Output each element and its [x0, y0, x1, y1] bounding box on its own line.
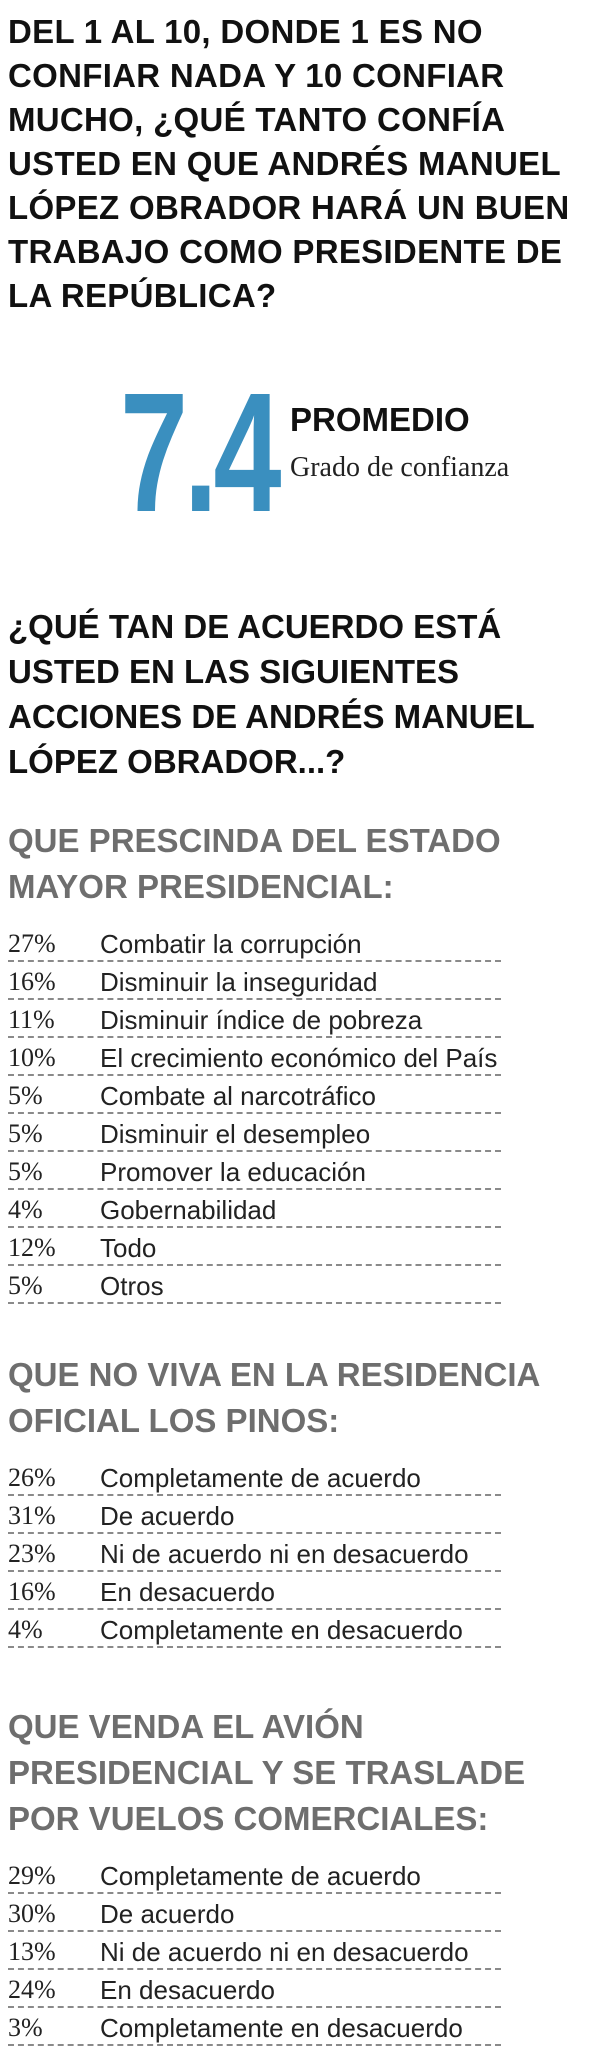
result-percent: 24%: [8, 1975, 56, 2004]
result-row: 5% Promover la educación: [8, 1152, 501, 1190]
result-label: Completamente de acuerdo: [100, 1463, 421, 1493]
result-percent: 5%: [8, 1271, 43, 1300]
results-list: 26% Completamente de acuerdo 31% De acuerd…: [0, 1458, 600, 1648]
result-label: Ni de acuerdo ni en desacuerdo: [100, 1937, 469, 1967]
result-row: 12% Todo: [8, 1228, 501, 1266]
result-row: 4% Completamente en desacuerdo: [8, 1610, 501, 1648]
result-label: Disminuir la inseguridad: [100, 967, 378, 997]
result-row: 23% Ni de acuerdo ni en desacuerdo: [8, 1534, 501, 1572]
result-row: 30% De acuerdo: [8, 1894, 501, 1932]
result-label: Todo: [100, 1233, 157, 1263]
section-title: QUE VENDA EL AVIÓN PRESIDENCIAL Y SE TRA…: [8, 1708, 526, 1837]
result-label: Promover la educación: [100, 1157, 366, 1187]
result-row: 16% En desacuerdo: [8, 1572, 501, 1610]
result-percent: 5%: [8, 1081, 43, 1110]
result-label: Combate al narcotráfico: [100, 1081, 377, 1111]
result-label: Combatir la corrupción: [100, 929, 362, 959]
average-label: PROMEDIO: [290, 401, 470, 438]
result-percent: 30%: [8, 1899, 56, 1928]
result-percent: 4%: [8, 1615, 43, 1644]
result-row: 5% Otros: [8, 1266, 501, 1304]
main-question: DEL 1 AL 10, DONDE 1 ES NO CONFIAR NADA …: [8, 13, 570, 314]
section-los-pinos: QUE NO VIVA EN LA RESIDENCIA OFICIAL LOS…: [0, 1352, 600, 1648]
section-title: QUE PRESCINDA DEL ESTADO MAYOR PRESIDENC…: [8, 822, 501, 905]
result-percent: 27%: [8, 929, 56, 958]
result-percent: 16%: [8, 1577, 56, 1606]
result-row: 16% Disminuir la inseguridad: [8, 962, 501, 1000]
result-row: 10% El crecimiento económico del País: [8, 1038, 501, 1076]
result-row: 26% Completamente de acuerdo: [8, 1458, 501, 1496]
result-label: De acuerdo: [100, 1501, 235, 1531]
result-row: 5% Combate al narcotráfico: [8, 1076, 501, 1114]
result-row: 3% Completamente en desacuerdo: [8, 2008, 501, 2046]
average-stat: 7.4 PROMEDIO Grado de confianza: [120, 368, 540, 538]
result-percent: 16%: [8, 967, 56, 996]
result-label: Completamente en desacuerdo: [100, 1615, 463, 1645]
result-percent: 12%: [8, 1233, 56, 1262]
result-row: 27% Combatir la corrupción: [8, 924, 501, 962]
section-title: QUE NO VIVA EN LA RESIDENCIA OFICIAL LOS…: [8, 1356, 540, 1439]
result-percent: 4%: [8, 1195, 43, 1224]
result-label: Disminuir el desempleo: [100, 1119, 371, 1149]
result-percent: 10%: [8, 1043, 56, 1072]
result-row: 24% En desacuerdo: [8, 1970, 501, 2008]
results-list: 27% Combatir la corrupción 16% Disminuir l…: [0, 924, 600, 1304]
result-percent: 23%: [8, 1539, 56, 1568]
result-percent: 13%: [8, 1937, 56, 1966]
result-label: Completamente de acuerdo: [100, 1861, 421, 1891]
result-percent: 11%: [8, 1005, 55, 1034]
result-label: En desacuerdo: [100, 1577, 275, 1607]
result-row: 29% Completamente de acuerdo: [8, 1856, 501, 1894]
result-percent: 3%: [8, 2013, 43, 2042]
result-label: En desacuerdo: [100, 1975, 275, 2005]
result-label: Ni de acuerdo ni en desacuerdo: [100, 1539, 469, 1569]
second-question: ¿QUÉ TAN DE ACUERDO ESTÁ USTED EN LAS SI…: [8, 608, 535, 780]
result-percent: 5%: [8, 1157, 43, 1186]
result-label: Otros: [100, 1271, 164, 1301]
result-row: 5% Disminuir el desempleo: [8, 1114, 501, 1152]
result-percent: 31%: [8, 1501, 56, 1530]
result-row: 31% De acuerdo: [8, 1496, 501, 1534]
result-label: Gobernabilidad: [100, 1195, 277, 1225]
result-row: 13% Ni de acuerdo ni en desacuerdo: [8, 1932, 501, 1970]
result-label: Disminuir índice de pobreza: [100, 1005, 423, 1035]
result-percent: 26%: [8, 1463, 56, 1492]
average-value: 7.4: [120, 358, 282, 548]
result-percent: 5%: [8, 1119, 43, 1148]
average-description: Grado de confianza: [290, 452, 510, 483]
result-label: El crecimiento económico del País: [100, 1043, 498, 1073]
result-percent: 29%: [8, 1861, 56, 1890]
results-list: 29% Completamente de acuerdo 30% De acuerd…: [0, 1856, 600, 2046]
section-estado-mayor: QUE PRESCINDA DEL ESTADO MAYOR PRESIDENC…: [0, 818, 600, 1304]
section-avion-presidencial: QUE VENDA EL AVIÓN PRESIDENCIAL Y SE TRA…: [0, 1704, 600, 2046]
result-row: 11% Disminuir índice de pobreza: [8, 1000, 501, 1038]
result-row: 4% Gobernabilidad: [8, 1190, 501, 1228]
result-label: Completamente en desacuerdo: [100, 2013, 463, 2043]
result-label: De acuerdo: [100, 1899, 235, 1929]
